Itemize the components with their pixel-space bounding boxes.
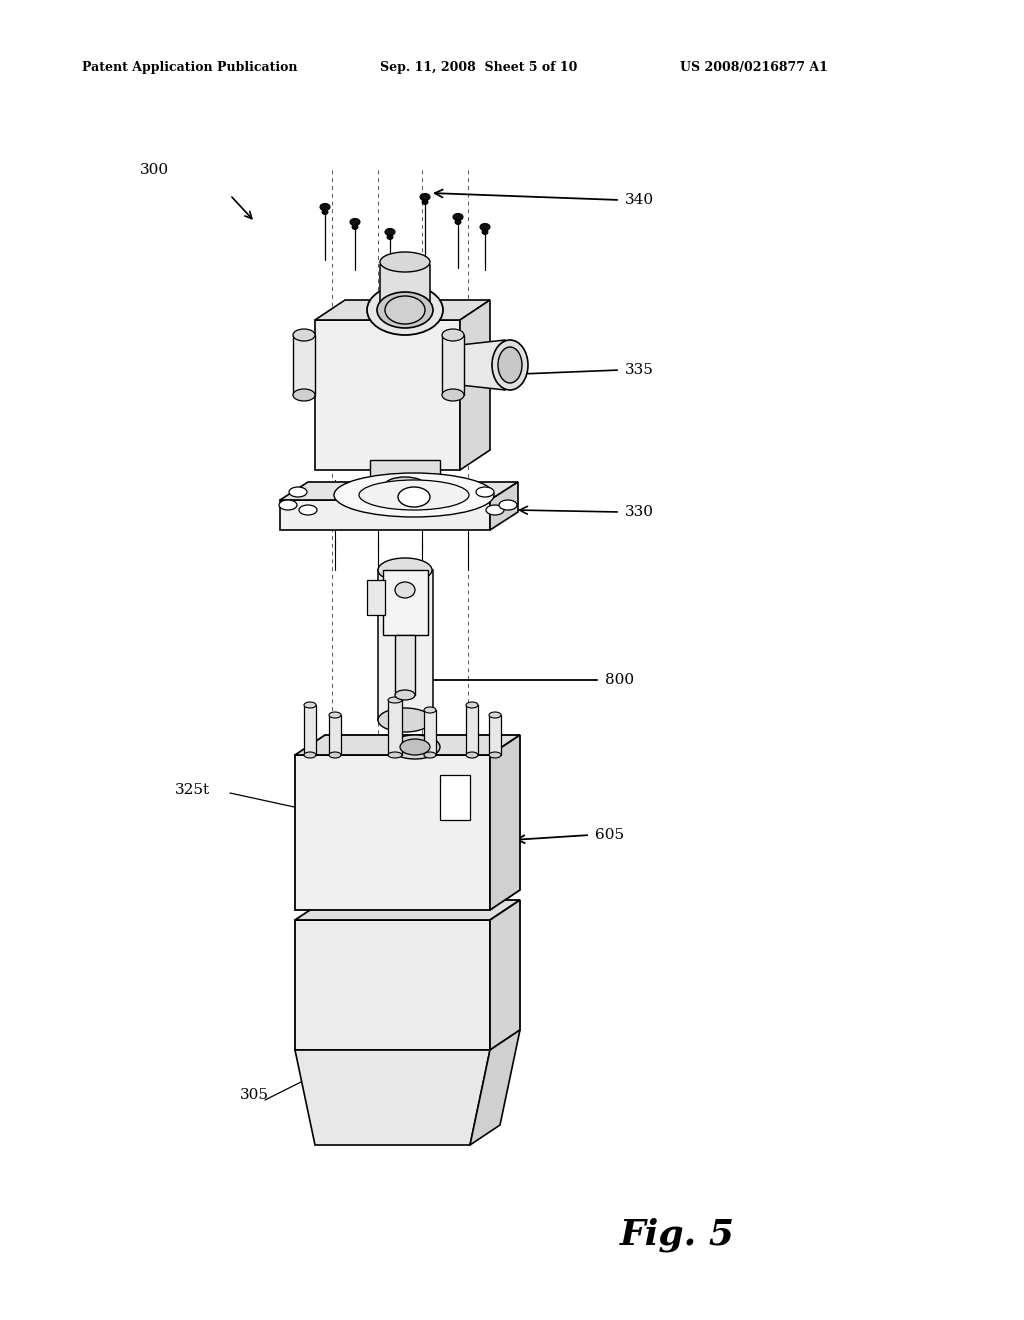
Polygon shape (490, 735, 520, 909)
Ellipse shape (388, 697, 402, 704)
Ellipse shape (352, 224, 358, 230)
Ellipse shape (480, 223, 490, 231)
Ellipse shape (453, 214, 463, 220)
Ellipse shape (398, 487, 430, 507)
Ellipse shape (304, 702, 316, 708)
Ellipse shape (334, 473, 494, 517)
Text: 335: 335 (625, 363, 654, 378)
Text: 340: 340 (625, 193, 654, 207)
Bar (383, 570, 428, 635)
Bar (424, 710, 436, 755)
Ellipse shape (329, 711, 341, 718)
Ellipse shape (378, 558, 432, 582)
Polygon shape (295, 755, 490, 909)
Text: 800: 800 (605, 673, 634, 686)
Bar (304, 705, 316, 755)
Ellipse shape (489, 752, 501, 758)
Ellipse shape (466, 702, 478, 708)
Ellipse shape (299, 506, 317, 515)
Text: 305: 305 (240, 1088, 269, 1102)
Ellipse shape (385, 296, 425, 323)
Polygon shape (295, 1049, 490, 1144)
Text: 330: 330 (625, 506, 654, 519)
Ellipse shape (466, 752, 478, 758)
Polygon shape (315, 300, 490, 319)
Text: 325t: 325t (175, 783, 210, 797)
Ellipse shape (476, 487, 494, 498)
Polygon shape (295, 900, 520, 920)
Text: 300: 300 (140, 162, 169, 177)
Ellipse shape (385, 477, 425, 492)
Polygon shape (295, 735, 520, 755)
Ellipse shape (387, 235, 393, 239)
Ellipse shape (367, 285, 443, 335)
Ellipse shape (442, 329, 464, 341)
Text: Fig. 5: Fig. 5 (620, 1218, 735, 1253)
Ellipse shape (293, 389, 315, 401)
Ellipse shape (322, 210, 328, 214)
Bar (395, 635, 415, 696)
Ellipse shape (378, 708, 432, 733)
Ellipse shape (293, 329, 315, 341)
Ellipse shape (422, 199, 428, 205)
Polygon shape (490, 900, 520, 1049)
Ellipse shape (390, 735, 440, 759)
Ellipse shape (498, 347, 522, 383)
Polygon shape (315, 319, 460, 470)
Ellipse shape (499, 500, 517, 510)
Ellipse shape (388, 752, 402, 758)
Bar (440, 775, 470, 820)
Bar (293, 335, 315, 395)
Ellipse shape (304, 752, 316, 758)
Polygon shape (280, 500, 490, 531)
Ellipse shape (400, 739, 430, 755)
Ellipse shape (420, 194, 430, 201)
Ellipse shape (329, 752, 341, 758)
Bar (388, 700, 402, 755)
Polygon shape (280, 482, 518, 500)
Ellipse shape (492, 341, 528, 389)
Text: Sep. 11, 2008  Sheet 5 of 10: Sep. 11, 2008 Sheet 5 of 10 (380, 62, 578, 74)
Text: Patent Application Publication: Patent Application Publication (82, 62, 298, 74)
Ellipse shape (424, 752, 436, 758)
Bar (380, 265, 430, 310)
Bar (466, 705, 478, 755)
Ellipse shape (377, 292, 433, 327)
Polygon shape (295, 920, 490, 1049)
Ellipse shape (455, 219, 461, 224)
Bar (442, 335, 464, 395)
Text: 605: 605 (595, 828, 624, 842)
Ellipse shape (380, 252, 430, 272)
Text: US 2008/0216877 A1: US 2008/0216877 A1 (680, 62, 827, 74)
Ellipse shape (489, 711, 501, 718)
Bar (489, 715, 501, 755)
Bar (378, 570, 433, 719)
Ellipse shape (319, 203, 330, 210)
Ellipse shape (359, 480, 469, 510)
Polygon shape (460, 300, 490, 470)
Ellipse shape (289, 487, 307, 498)
Ellipse shape (442, 389, 464, 401)
Ellipse shape (395, 582, 415, 598)
Bar (370, 459, 440, 484)
Polygon shape (460, 341, 505, 389)
Polygon shape (470, 1030, 520, 1144)
Ellipse shape (279, 500, 297, 510)
Ellipse shape (486, 506, 504, 515)
Bar (329, 715, 341, 755)
Bar (367, 579, 385, 615)
Ellipse shape (482, 230, 488, 235)
Ellipse shape (385, 228, 395, 235)
Ellipse shape (395, 690, 415, 700)
Ellipse shape (424, 708, 436, 713)
Ellipse shape (350, 219, 360, 226)
Polygon shape (490, 482, 518, 531)
